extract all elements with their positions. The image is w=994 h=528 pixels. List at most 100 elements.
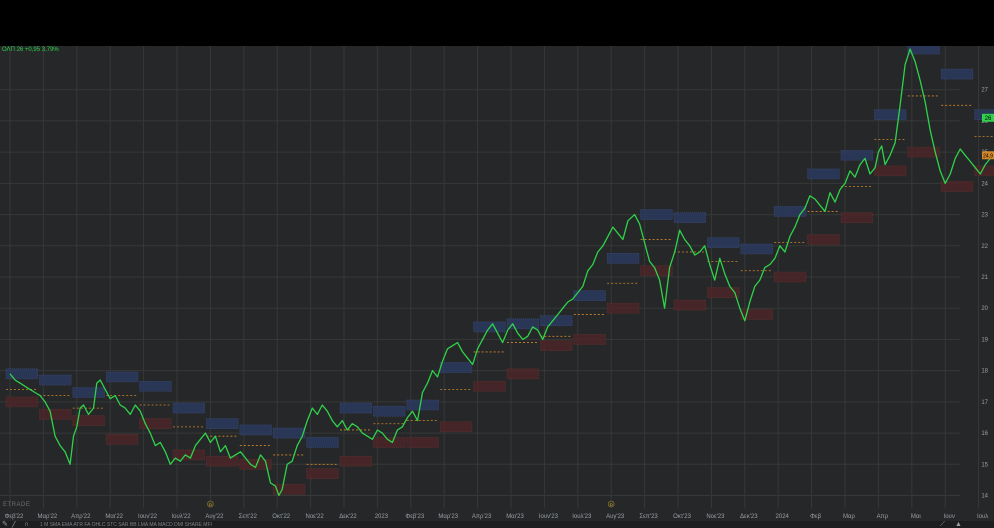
support-box bbox=[406, 437, 439, 448]
resistance-box bbox=[506, 318, 540, 330]
x-tick-label: Σεπ'23 bbox=[639, 514, 658, 520]
resistance-box bbox=[5, 368, 39, 380]
y-tick-label: 27 bbox=[981, 88, 988, 94]
support-box bbox=[807, 234, 840, 245]
x-tick-label: Ιουν'23 bbox=[539, 514, 559, 520]
x-tick-label: Οκτ'23 bbox=[673, 514, 692, 520]
resistance-box bbox=[72, 387, 105, 398]
support-box bbox=[206, 455, 239, 467]
plot-background bbox=[0, 46, 994, 528]
x-tick-label: Μαρ'23 bbox=[438, 514, 458, 520]
support-box bbox=[907, 146, 940, 158]
support-box bbox=[306, 468, 339, 479]
y-tick-label: 21 bbox=[981, 275, 988, 281]
resistance-box bbox=[707, 237, 740, 248]
drawing-icon[interactable]: ⟋ bbox=[940, 521, 945, 528]
dividend-marker-label: D bbox=[209, 502, 212, 507]
pivot-badge-value: 24,9 bbox=[983, 153, 993, 159]
x-tick-label: Οκτ'22 bbox=[272, 514, 291, 520]
x-tick-label: Ιουλ bbox=[977, 514, 988, 520]
area-chart-icon[interactable]: ▲ bbox=[955, 521, 962, 528]
y-tick-label: 18 bbox=[981, 369, 988, 375]
resistance-box bbox=[373, 405, 406, 417]
x-tick-label: Μαι'23 bbox=[506, 514, 524, 520]
dividend-marker bbox=[207, 500, 214, 508]
x-tick-label: Ιουν bbox=[944, 514, 955, 520]
magnet-icon[interactable]: ∩ bbox=[24, 521, 30, 528]
chart-area[interactable]: Φεβ'22 Μαρ'22 Απρ'22 Μαι'22 Ιουν'22 Ιουλ'22 Αυ… bbox=[0, 46, 994, 528]
y-tick-label: 14 bbox=[981, 494, 988, 500]
resistance-box bbox=[807, 168, 840, 180]
resistance-box bbox=[640, 209, 673, 220]
x-tick-label: Αυγ'23 bbox=[606, 514, 625, 520]
indicator-list[interactable]: 1 M SMA EMA ATR FA OHLC STC SAR BB LMA M… bbox=[40, 522, 212, 528]
price-chart[interactable]: Φεβ'22 Μαρ'22 Απρ'22 Μαι'22 Ιουν'22 Ιουλ'22 Αυ… bbox=[0, 46, 994, 528]
support-box bbox=[673, 299, 707, 311]
resistance-box bbox=[740, 243, 773, 255]
x-tick-label: Μαρ'22 bbox=[38, 514, 58, 520]
pencil-icon[interactable]: ✎ bbox=[2, 521, 8, 528]
resistance-box bbox=[272, 427, 306, 439]
watermark: ETRADE bbox=[3, 502, 31, 508]
bottom-toolbar: ✎ ╱ ∩ 1 M SMA EMA ATR FA OHLC STC SAR BB… bbox=[0, 521, 994, 528]
support-box bbox=[172, 449, 206, 461]
x-tick-label: Φεβ bbox=[810, 514, 821, 520]
resistance-box bbox=[306, 437, 339, 448]
last-price-badge bbox=[982, 113, 994, 122]
support-box bbox=[139, 418, 172, 430]
resistance-box bbox=[606, 252, 640, 264]
top-black-bar bbox=[0, 0, 994, 46]
x-tick-label: Ιουν'22 bbox=[138, 514, 158, 520]
resistance-box bbox=[673, 212, 707, 223]
support-box bbox=[439, 421, 473, 433]
x-tick-label: Φεβ'23 bbox=[405, 514, 424, 520]
support-box bbox=[707, 287, 740, 298]
resistance-box bbox=[239, 424, 272, 436]
line-tool-icon[interactable]: ╱ bbox=[12, 521, 17, 528]
x-tick-label: Φεβ'22 bbox=[5, 514, 24, 520]
y-tick-label: 26 bbox=[981, 119, 988, 125]
support-box bbox=[874, 165, 907, 177]
resistance-box bbox=[339, 402, 373, 414]
support-box bbox=[606, 302, 640, 314]
support-box bbox=[72, 415, 105, 426]
x-tick-label: Σεπ'22 bbox=[239, 514, 258, 520]
resistance-box bbox=[172, 402, 206, 414]
x-tick-label: 2024 bbox=[776, 514, 790, 520]
resistance-box bbox=[874, 109, 907, 120]
resistance-box bbox=[940, 68, 974, 80]
resistance-box bbox=[773, 206, 807, 217]
x-tick-label: Μαρ bbox=[843, 514, 855, 520]
x-tick-label: Νοε'23 bbox=[706, 514, 725, 520]
resistance-box bbox=[206, 418, 239, 430]
x-tick-label: Μαι'22 bbox=[105, 514, 123, 520]
resistance-box bbox=[406, 399, 439, 411]
x-tick-label: Απρ bbox=[877, 514, 889, 520]
support-box bbox=[5, 396, 39, 408]
support-box bbox=[573, 334, 606, 345]
support-box bbox=[473, 380, 506, 392]
support-box bbox=[740, 309, 773, 320]
support-box bbox=[840, 212, 874, 223]
resistance-box bbox=[39, 374, 72, 386]
resistance-box bbox=[105, 371, 139, 383]
y-tick-label: 17 bbox=[981, 400, 988, 406]
y-tick-label: 23 bbox=[981, 213, 988, 219]
support-box bbox=[105, 434, 139, 445]
pivot-badge bbox=[982, 151, 994, 160]
y-tick-label: 24 bbox=[981, 181, 988, 187]
support-box bbox=[373, 437, 406, 448]
resistance-box bbox=[139, 380, 172, 392]
resistance-box bbox=[907, 46, 940, 55]
x-tick-label: Απρ'23 bbox=[472, 514, 492, 520]
support-box bbox=[506, 368, 540, 380]
x-tick-label: Δεκ'22 bbox=[339, 514, 357, 520]
support-box bbox=[239, 458, 272, 470]
price-line bbox=[9, 48, 994, 497]
x-tick-label: Απρ'22 bbox=[71, 514, 91, 520]
x-tick-label: Ιουλ'23 bbox=[572, 514, 592, 520]
y-tick-label: 15 bbox=[981, 462, 988, 468]
dividend-marker-label: D bbox=[610, 502, 613, 507]
x-tick-label: Μαι bbox=[911, 514, 921, 520]
y-tick-label: 19 bbox=[981, 337, 988, 343]
